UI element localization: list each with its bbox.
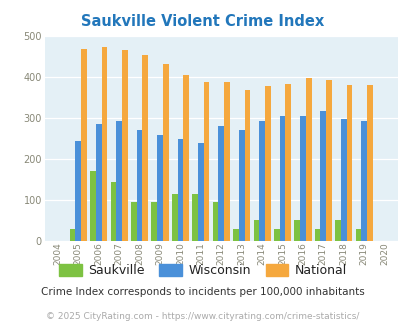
Bar [346,85,352,241]
Bar [116,121,122,241]
Bar [151,202,157,241]
Bar [314,229,320,241]
Text: Crime Index corresponds to incidents per 100,000 inhabitants: Crime Index corresponds to incidents per… [41,287,364,297]
Bar [70,229,75,241]
Bar [183,75,189,241]
Legend: Saukville, Wisconsin, National: Saukville, Wisconsin, National [54,259,351,282]
Bar [192,194,198,241]
Bar [264,86,270,241]
Bar [136,130,142,241]
Bar [325,80,331,241]
Bar [198,143,203,241]
Bar [224,82,229,241]
Bar [177,139,183,241]
Bar [279,116,285,241]
Bar [366,85,372,241]
Bar [96,124,101,241]
Bar [218,126,224,241]
Bar [238,130,244,241]
Bar [320,111,325,241]
Bar [294,220,299,241]
Bar [299,116,305,241]
Bar [203,82,209,241]
Bar [244,90,249,241]
Bar [285,84,290,241]
Bar [212,202,218,241]
Bar [171,194,177,241]
Text: Saukville Violent Crime Index: Saukville Violent Crime Index [81,14,324,29]
Bar [157,135,162,241]
Bar [232,229,238,241]
Bar [75,142,81,241]
Bar [335,220,340,241]
Bar [305,78,311,241]
Bar [131,202,136,241]
Bar [340,119,346,241]
Bar [253,220,259,241]
Bar [122,50,128,241]
Bar [110,182,116,241]
Bar [90,171,96,241]
Bar [355,229,360,241]
Bar [273,229,279,241]
Bar [101,47,107,241]
Bar [360,121,366,241]
Bar [81,49,87,241]
Bar [259,121,264,241]
Text: © 2025 CityRating.com - https://www.cityrating.com/crime-statistics/: © 2025 CityRating.com - https://www.city… [46,312,359,321]
Bar [142,55,148,241]
Bar [162,64,168,241]
